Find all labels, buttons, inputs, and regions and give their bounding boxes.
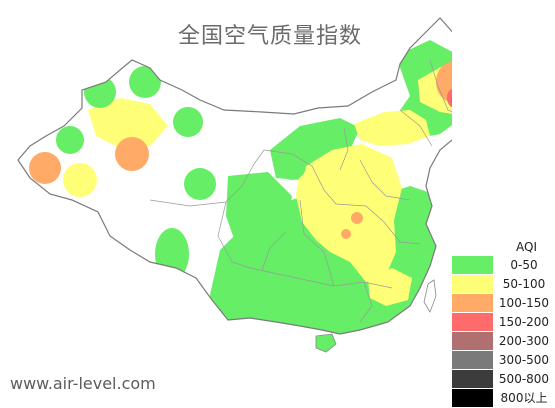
legend-label: 50-100	[493, 275, 555, 293]
legend-swatch	[452, 275, 493, 293]
aqi-bubble	[173, 107, 203, 137]
watermark: www.air-level.com	[10, 374, 156, 393]
aqi-bubble	[56, 126, 84, 154]
legend-item: 150-200	[452, 313, 555, 331]
legend-item: 300-500	[452, 351, 555, 369]
legend-item: 200-300	[452, 332, 555, 350]
legend-item: 800以上	[452, 389, 555, 407]
legend-swatch	[452, 370, 493, 388]
aqi-orange-bubble	[351, 212, 363, 224]
aqi-bubble	[232, 260, 252, 280]
aqi-bubble	[184, 168, 216, 200]
province-boundaries	[149, 59, 452, 323]
legend-label: 800以上	[493, 389, 555, 407]
aqi-orange-northeast	[436, 62, 452, 102]
aqi-bubble	[115, 137, 149, 171]
legend-swatch	[452, 294, 493, 312]
legend-item: 50-100	[452, 275, 555, 293]
legend-label: 300-500	[493, 351, 555, 369]
legend-swatch	[452, 256, 493, 274]
legend-rows: 0-50 50-100 100-150 150-200 200-300 300-500 50…	[452, 256, 555, 407]
aqi-yellow-east-coast	[368, 268, 412, 306]
aqi-yellow-central	[296, 144, 402, 282]
legend-label: 500-800	[493, 370, 555, 388]
legend-item: 0-50	[452, 256, 555, 274]
aqi-bubble	[84, 76, 116, 108]
aqi-bubble	[278, 152, 306, 180]
taiwan-island	[423, 279, 437, 313]
legend-swatch	[452, 313, 493, 331]
aqi-regions	[29, 40, 452, 334]
aqi-red-northeast	[447, 88, 452, 108]
legend-item: 500-800	[452, 370, 555, 388]
aqi-orange-bubble	[341, 229, 351, 239]
aqi-yellow-west	[88, 98, 168, 148]
legend-label: 100-150	[493, 294, 555, 312]
legend-label: 200-300	[493, 332, 555, 350]
aqi-bubble	[129, 66, 161, 98]
aqi-bubble	[29, 152, 61, 184]
aqi-bubble	[63, 163, 97, 197]
legend-label: 0-50	[493, 256, 555, 274]
legend-title: AQI	[516, 240, 537, 254]
china-aqi-map	[17, 17, 452, 353]
map-title: 全国空气质量指数	[177, 24, 362, 49]
legend-swatch	[452, 332, 493, 350]
legend-item: 100-150	[452, 294, 555, 312]
aqi-green-southwest	[226, 172, 292, 250]
hainan-island	[315, 333, 337, 353]
legend-swatch	[452, 389, 493, 407]
legend-label: 150-200	[493, 313, 555, 331]
aqi-legend: AQI 0-50 50-100 100-150 150-200 200-300 300-5…	[452, 239, 555, 408]
legend-swatch	[452, 351, 493, 369]
